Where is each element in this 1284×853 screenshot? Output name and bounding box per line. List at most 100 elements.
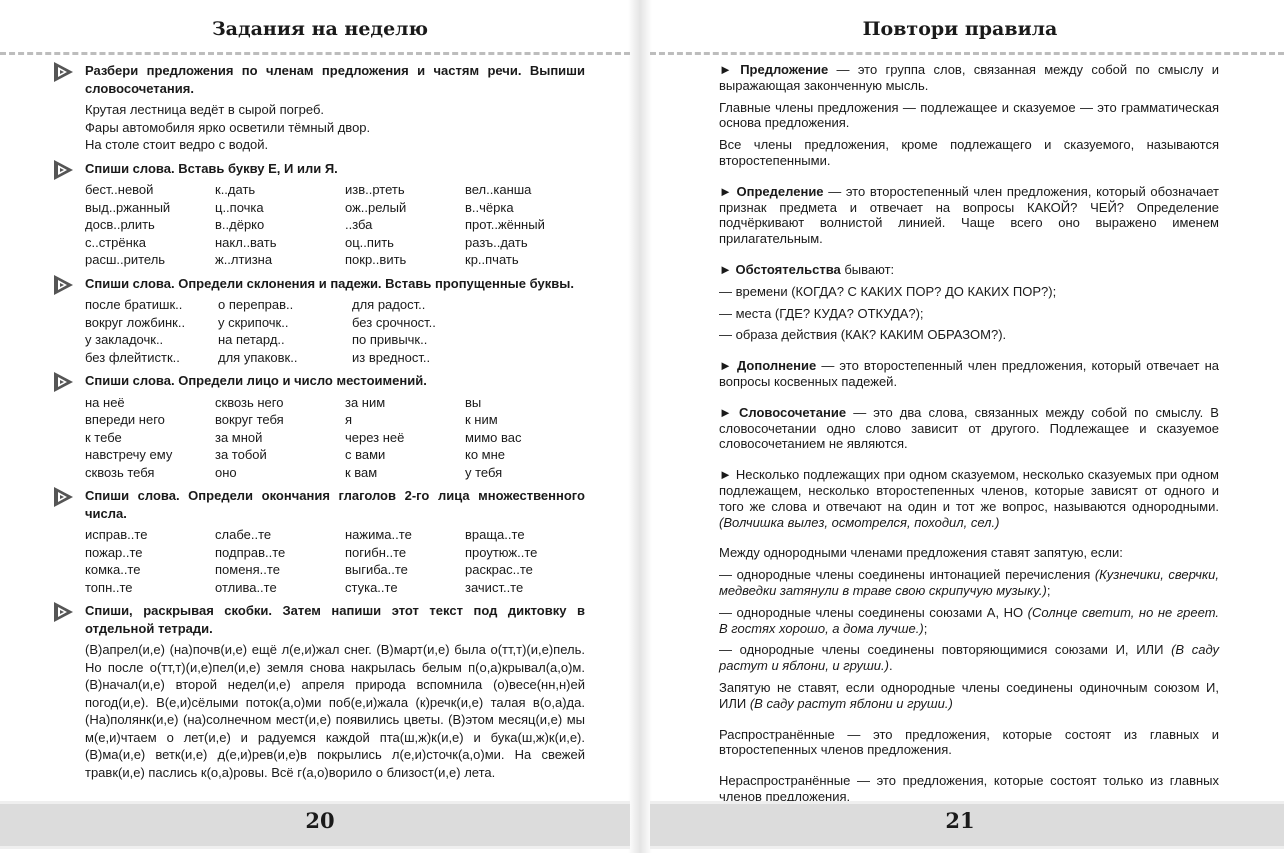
rule-text: Главные члены предложения — подлежащее и… — [719, 99, 1219, 131]
rule-text: Распространённые — это предложения, кото… — [719, 726, 1219, 758]
spiral-icon — [54, 487, 73, 507]
rule-block: Нераспространённые — это предложения, ко… — [719, 773, 1219, 805]
task: Спиши слова. Определи лицо и число место… — [54, 372, 585, 482]
word: расш..ритель — [85, 252, 166, 267]
divider — [0, 52, 630, 55]
word: изв..ртеть — [345, 182, 405, 197]
rule-term: Предложение — [740, 62, 829, 77]
word: бест..невой — [85, 182, 154, 197]
word: досв..рлить — [85, 217, 155, 232]
footer — [650, 801, 1284, 849]
bullet: ► — [719, 404, 732, 420]
task-text: (В)апрел(и,е) (на)почв(и,е) ещё л(е,и)жа… — [85, 642, 585, 780]
word: слабе..те — [215, 527, 272, 542]
punctuation: . — [888, 658, 893, 674]
word: сквозь тебя — [85, 464, 155, 480]
word: впереди него — [85, 412, 165, 427]
footer — [0, 801, 630, 849]
task-heading: Спиши слова. Определи склонения и падежи… — [85, 275, 574, 291]
spiral-icon — [54, 602, 73, 622]
rule-text: — однородные члены соединены союзами А, … — [719, 604, 1028, 620]
word: для радост.. — [352, 297, 426, 312]
rule-term: Определение — [736, 183, 824, 199]
rule-block: ► Обстоятельства бывают: — времени (КОГДА… — [719, 262, 1219, 343]
task: Спиши слова. Определи окончания глаголов… — [54, 487, 585, 596]
word: исправ..те — [85, 527, 148, 542]
word: подправ..те — [215, 544, 286, 560]
spiral-icon — [54, 274, 73, 295]
rule-paragraph: — однородные члены соединены интонацией … — [719, 567, 1219, 599]
rule-block: Распространённые — это предложения, кото… — [719, 727, 1219, 759]
rule-block: Между однородными членами предложения ст… — [719, 545, 1219, 711]
word-grid: бест..невой к..дать изв..ртеть вел..канша вы… — [85, 181, 585, 269]
word: ..зба — [345, 217, 373, 232]
word: без срочност.. — [352, 314, 436, 330]
rule-text: — времени (КОГДА? С КАКИХ ПОР? ДО КАКИХ … — [719, 283, 1057, 299]
word: сквозь него — [215, 394, 284, 410]
rule-paragraph: ► Несколько подлежащих при одном сказуем… — [719, 467, 1219, 530]
word: разъ..дать — [465, 234, 528, 250]
task: Разбери предложения по членам предложени… — [54, 62, 585, 154]
task-icon — [51, 370, 75, 399]
word: ц..почка — [215, 199, 264, 215]
tasks: Разбери предложения по членам предложени… — [54, 62, 585, 787]
rule-term: Обстоятельства — [735, 261, 841, 277]
word: поменя..те — [215, 562, 280, 577]
word: ж..лтизна — [215, 252, 273, 267]
word: за ним — [345, 394, 386, 410]
word: прот..жённый — [465, 217, 545, 232]
word: пожар..те — [85, 544, 143, 560]
word-grid: после братишк.. о переправ.. для радост.. в… — [85, 296, 585, 366]
spiral-icon — [54, 62, 73, 82]
rule-text: — это группа слов, связанная между собой… — [719, 62, 1219, 93]
word: в..дёрко — [215, 217, 265, 232]
rule-paragraph: ► Определение — это второстепенный член … — [719, 184, 1219, 247]
rule-paragraph: ► Дополнение — это второстепенный член п… — [719, 358, 1219, 390]
rule-paragraph: ► Обстоятельства бывают: — [719, 262, 1219, 278]
word: на петард.. — [218, 332, 285, 347]
rule-paragraph: ► Предложение — это группа слов, связанн… — [719, 62, 1219, 94]
rule-block: ► Словосочетание — это два слова, связан… — [719, 405, 1219, 452]
word: с..стрёнка — [85, 234, 147, 250]
task: Спиши, раскрывая скобки. Затем напиши эт… — [54, 602, 585, 781]
word: стука..те — [345, 579, 398, 595]
rule-text: — однородные члены соединены повторяющим… — [719, 642, 1172, 658]
word: мимо вас — [465, 429, 522, 445]
rule-block: ► Определение — это второстепенный член … — [719, 184, 1219, 247]
word: вы — [465, 394, 482, 410]
word: для упаковк.. — [218, 349, 298, 365]
word: после братишк.. — [85, 297, 183, 312]
bullet: ► — [719, 62, 732, 77]
word: топн..те — [85, 579, 133, 595]
task-icon — [51, 600, 75, 629]
rule-text: Запятую не ставят, если однородные члены… — [719, 679, 1219, 711]
word: к ним — [465, 412, 498, 427]
task-heading: Разбери предложения по членам предложени… — [85, 63, 585, 96]
word: комка..те — [85, 562, 141, 577]
word: вокруг ложбинк.. — [85, 314, 186, 330]
word: оц..пить — [345, 234, 394, 250]
rule-paragraph: Распространённые — это предложения, кото… — [719, 727, 1219, 759]
task-line: Крутая лестница ведёт в сырой погреб. — [85, 102, 325, 117]
word: по привычк.. — [352, 332, 428, 347]
word: к вам — [345, 464, 378, 480]
rule-text: Все члены предложения, кроме подлежащего… — [719, 137, 1219, 168]
rule-block: ► Предложение — это группа слов, связанн… — [719, 62, 1219, 169]
spine — [628, 0, 652, 853]
word: ко мне — [465, 447, 506, 462]
page-number: 20 — [305, 808, 335, 833]
rule-paragraph: — места (ГДЕ? КУДА? ОТКУДА?); — [719, 306, 1219, 322]
rule-term: Дополнение — [736, 358, 817, 374]
divider — [650, 52, 1284, 55]
word: вел..канша — [465, 182, 532, 197]
spiral-icon — [54, 159, 73, 180]
task-icon — [51, 485, 75, 514]
word: у скрипочк.. — [218, 314, 289, 330]
rule-block: ► Несколько подлежащих при одном сказуем… — [719, 467, 1219, 530]
rule-text: Несколько подлежащих при одном сказуемом… — [719, 467, 1219, 514]
word: выгиба..те — [345, 562, 408, 577]
example: (Волчишка вылез, осмотрелся, походил, се… — [719, 514, 1000, 530]
word-grid: на неё сквозь него за ним вы впереди него вок… — [85, 394, 585, 482]
rule-text: — однородные члены соединены интонацией … — [719, 567, 1095, 583]
